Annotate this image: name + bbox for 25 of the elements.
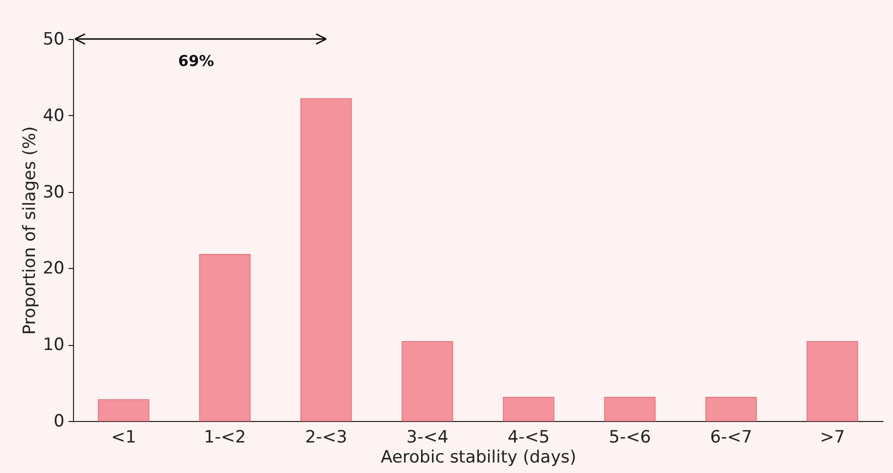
x-tick-label: 4-<5	[508, 428, 550, 448]
bar	[604, 396, 656, 422]
x-tick-label: 2-<3	[305, 428, 348, 448]
bar	[98, 399, 150, 422]
y-tick-label: 0	[54, 412, 64, 432]
annotation: 69%	[178, 52, 214, 70]
bar	[502, 396, 554, 422]
bar	[199, 254, 251, 422]
x-tick-label: 1-<2	[204, 428, 246, 448]
y-tick-label: 20	[42, 258, 64, 279]
x-tick-label: 3-<4	[406, 428, 448, 448]
bar	[300, 98, 352, 422]
bar	[806, 341, 858, 422]
x-axis-title: Aerobic stability (days)	[380, 448, 576, 468]
y-tick-label: 40	[42, 106, 64, 126]
y-tick-label: 30	[42, 182, 64, 202]
x-tick-label: 5-<6	[608, 428, 651, 448]
y-tick-label: 50	[42, 30, 64, 50]
x-tick-label: >7	[820, 428, 845, 448]
bar	[402, 341, 454, 422]
bar	[705, 396, 757, 422]
y-axis-title: Proportion of silages (%)	[20, 126, 40, 335]
x-tick-label: <1	[111, 428, 136, 448]
y-tick-label: 10	[42, 335, 64, 356]
x-tick-label: 6-<7	[710, 428, 752, 448]
